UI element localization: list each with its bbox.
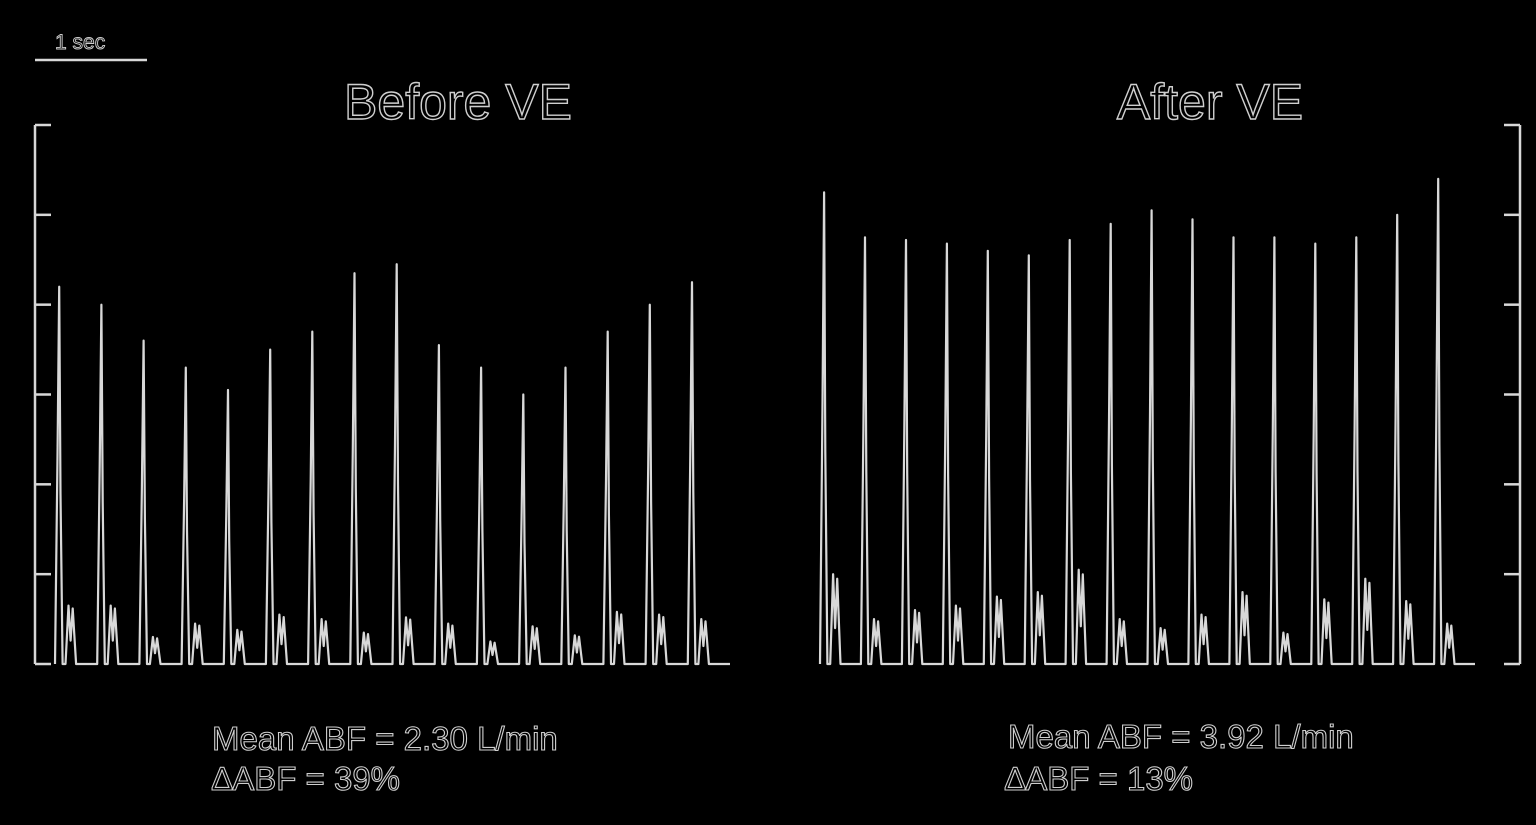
mean-abf-after-ve: Mean ABF = 3.92 L/min (1008, 718, 1354, 755)
scale-bar: 1 sec (35, 31, 147, 62)
chart-after-ve: After VE Mean ABF = 3.92 L/min ∆ABF = 13… (818, 73, 1522, 798)
y-axis-left (33, 123, 51, 666)
delta-abf-before-ve: ∆ABF = 39% (212, 760, 400, 797)
chart-title-after-ve: After VE (1117, 74, 1303, 130)
delta-abf-after-ve: ∆ABF = 13% (1005, 760, 1193, 797)
mean-abf-before-ve: Mean ABF = 2.30 L/min (212, 720, 558, 757)
y-axis-right (1504, 123, 1522, 666)
abf-trace-before-ve (53, 263, 730, 666)
scale-bar-label: 1 sec (55, 31, 105, 54)
chart-before-ve: Before VE Mean ABF = 2.30 L/min ∆ABF = 3… (33, 73, 730, 798)
chart-title-before-ve: Before VE (344, 74, 572, 130)
abf-trace-after-ve (818, 177, 1475, 666)
